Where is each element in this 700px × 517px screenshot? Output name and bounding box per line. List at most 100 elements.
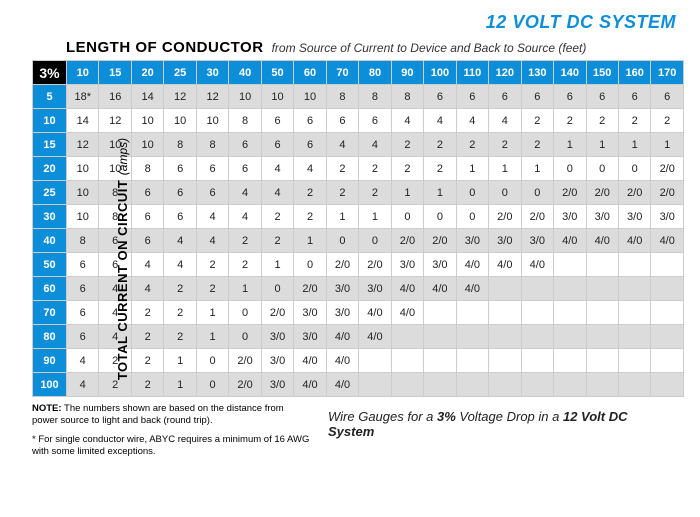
- header-subtitle: from Source of Current to Device and Bac…: [272, 41, 587, 55]
- cell: [391, 325, 423, 349]
- cell: 8: [196, 133, 228, 157]
- cell: [651, 325, 684, 349]
- cell: 1: [554, 133, 586, 157]
- cell: 4: [424, 109, 456, 133]
- row-head: 30: [33, 205, 67, 229]
- corner-cell: 3%: [33, 61, 67, 85]
- cell: 2: [164, 301, 196, 325]
- cell: 3/0: [261, 349, 293, 373]
- cell: 2: [131, 325, 163, 349]
- side-axis-unit: (amps): [116, 137, 130, 174]
- header-title: LENGTH OF CONDUCTOR: [66, 39, 264, 56]
- cell: [424, 373, 456, 397]
- cell: 2: [456, 133, 488, 157]
- cell: 6: [424, 85, 456, 109]
- cell: 2/0: [261, 301, 293, 325]
- cell: 2: [164, 325, 196, 349]
- cell: 10: [164, 109, 196, 133]
- cell: 3/0: [456, 229, 488, 253]
- cell: 6: [164, 205, 196, 229]
- cell: 3/0: [294, 325, 326, 349]
- system-title: 12 VOLT DC SYSTEM: [24, 12, 676, 33]
- cell: 3/0: [521, 229, 553, 253]
- cell: [391, 373, 423, 397]
- cell: 4/0: [359, 325, 391, 349]
- cell: 1: [651, 133, 684, 157]
- cell: 2: [294, 181, 326, 205]
- cell: 10: [294, 85, 326, 109]
- note-text: The numbers shown are based on the dista…: [32, 403, 284, 426]
- cell: 4: [67, 349, 99, 373]
- cell: 4: [261, 157, 293, 181]
- cell: 4: [196, 205, 228, 229]
- cell: 2: [229, 229, 261, 253]
- col-head: 140: [554, 61, 586, 85]
- notes-block: NOTE: The numbers shown are based on the…: [32, 403, 676, 458]
- row-head: 40: [33, 229, 67, 253]
- cell: 6: [456, 85, 488, 109]
- cell: 0: [196, 373, 228, 397]
- cell: 4: [164, 229, 196, 253]
- cell: 6: [196, 157, 228, 181]
- cell: 10: [131, 109, 163, 133]
- row-head: 20: [33, 157, 67, 181]
- cell: 4: [294, 157, 326, 181]
- col-head: 160: [618, 61, 650, 85]
- cell: 4/0: [359, 301, 391, 325]
- cell: 4/0: [554, 229, 586, 253]
- cell: 6: [131, 229, 163, 253]
- note-label: NOTE:: [32, 403, 62, 414]
- row-head: 80: [33, 325, 67, 349]
- cell: 2: [131, 373, 163, 397]
- cell: [586, 277, 618, 301]
- cell: 6: [294, 133, 326, 157]
- cell: [554, 373, 586, 397]
- cell: 4/0: [618, 229, 650, 253]
- row-head: 60: [33, 277, 67, 301]
- cell: 0: [229, 301, 261, 325]
- cell: 14: [131, 85, 163, 109]
- cell: 2: [196, 253, 228, 277]
- col-head: 25: [164, 61, 196, 85]
- cell: [554, 349, 586, 373]
- row-head: 25: [33, 181, 67, 205]
- cell: 8: [391, 85, 423, 109]
- cell: 4: [196, 229, 228, 253]
- cell: 10: [67, 157, 99, 181]
- col-head: 120: [489, 61, 521, 85]
- cell: 3/0: [391, 253, 423, 277]
- cell: 3/0: [261, 373, 293, 397]
- row-head: 70: [33, 301, 67, 325]
- cell: 2: [391, 157, 423, 181]
- cell: [521, 373, 553, 397]
- cell: 2: [521, 133, 553, 157]
- cell: [554, 301, 586, 325]
- cell: 2/0: [359, 253, 391, 277]
- cell: [521, 277, 553, 301]
- cell: 2/0: [618, 181, 650, 205]
- cell: [586, 253, 618, 277]
- cell: 0: [391, 205, 423, 229]
- cell: [618, 277, 650, 301]
- cell: [456, 325, 488, 349]
- cell: 2: [261, 229, 293, 253]
- cell: 4/0: [326, 325, 358, 349]
- cell: 2: [164, 277, 196, 301]
- cell: 3/0: [359, 277, 391, 301]
- cell: 6: [261, 133, 293, 157]
- cell: [586, 349, 618, 373]
- cell: 2: [326, 181, 358, 205]
- cell: 14: [67, 109, 99, 133]
- cell: 6: [131, 181, 163, 205]
- cell: 4: [229, 181, 261, 205]
- cell: 0: [424, 205, 456, 229]
- cell: 4: [359, 133, 391, 157]
- cell: 4: [391, 109, 423, 133]
- cell: 2: [424, 157, 456, 181]
- cell: 2: [489, 133, 521, 157]
- cell: 0: [456, 181, 488, 205]
- cell: 2/0: [651, 181, 684, 205]
- cell: 8: [229, 109, 261, 133]
- row-head: 5: [33, 85, 67, 109]
- col-head: 70: [326, 61, 358, 85]
